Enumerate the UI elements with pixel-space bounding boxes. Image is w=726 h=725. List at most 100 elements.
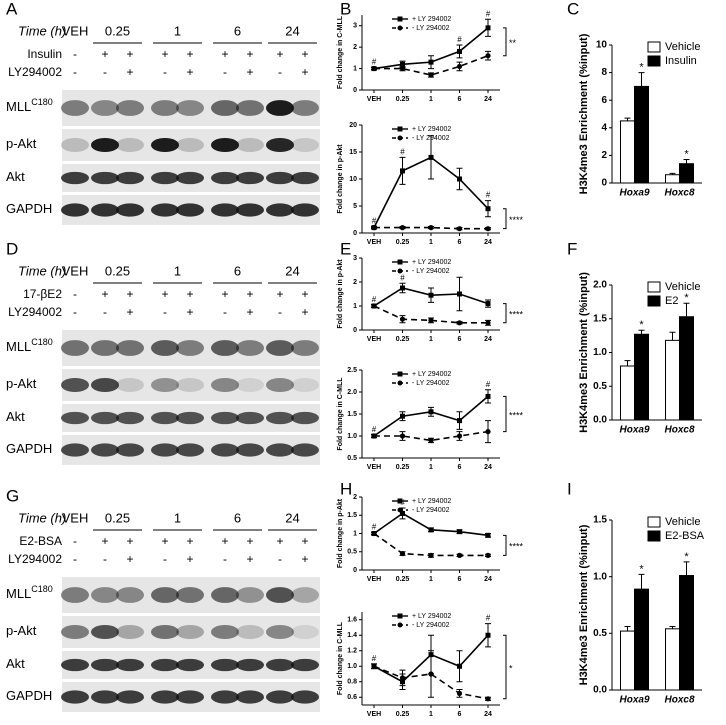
blot-band: [91, 171, 119, 185]
blot-band: [211, 411, 239, 425]
x-tick-label: VEH: [367, 464, 381, 471]
blot-band: [291, 690, 319, 704]
series-line: [373, 665, 489, 700]
x-tick-label: Hoxa9: [619, 188, 649, 199]
marker: [456, 433, 463, 439]
blot-band: [291, 340, 319, 356]
blot-label-main: p-Akt: [6, 376, 37, 391]
blot-band: [236, 443, 264, 457]
blot-band: [151, 171, 179, 185]
blot-band: [211, 624, 239, 640]
y-tick-label: 1: [353, 303, 357, 310]
treatment-label: LY294002: [8, 65, 62, 79]
treatment-sign: +: [186, 47, 193, 61]
blot-band: [61, 340, 89, 356]
treatment-sign: -: [223, 552, 227, 566]
treatment-sign: +: [186, 287, 193, 301]
blot-band: [91, 443, 119, 457]
legend-marker: [397, 259, 403, 265]
y-axis-title: Fold change in p-Akt: [337, 259, 344, 329]
blot-band: [61, 443, 89, 457]
blot-band: [151, 203, 179, 217]
treatment-sign: -: [278, 552, 282, 566]
error-bar: [624, 117, 631, 121]
treatment-sign: +: [126, 534, 133, 548]
treatment-sign: +: [186, 305, 193, 319]
y-tick-label: 0: [601, 178, 607, 189]
blot-band: [116, 340, 144, 356]
treatment-sign: +: [161, 534, 168, 548]
x-tick-label: VEH: [367, 336, 381, 343]
blot-band: [116, 587, 144, 603]
significance-bracket: [503, 395, 507, 433]
blot-label: GAPDH: [6, 201, 52, 216]
point-note: #: [400, 498, 405, 507]
bar: [665, 339, 680, 421]
significance-bracket: [503, 634, 507, 700]
significance-bracket: [503, 534, 507, 556]
blot-label: MLLC180: [6, 337, 53, 354]
x-tick-label: 24: [484, 576, 492, 583]
blot-band: [151, 340, 179, 356]
blot-band: [291, 411, 319, 425]
marker: [485, 226, 491, 232]
x-tick-label: 0.25: [396, 96, 410, 103]
marker: [456, 320, 463, 326]
blot-band: [91, 137, 119, 153]
blot-band: [176, 100, 204, 116]
significance-label: ****: [509, 542, 524, 552]
x-tick-label: 24: [484, 711, 492, 718]
point-note: #: [400, 273, 405, 282]
blot-band: [211, 137, 239, 153]
blot-label-sup: C180: [31, 97, 53, 107]
treatment-sign: -: [73, 47, 77, 61]
panel-label: C: [567, 0, 579, 18]
legend-label: Vehicle: [665, 281, 700, 293]
blot-band: [211, 340, 239, 356]
blot-band: [176, 411, 204, 425]
point-note: #: [400, 148, 405, 157]
marker: [485, 532, 491, 538]
treatment-sign: +: [126, 305, 133, 319]
blot-band: [61, 171, 89, 185]
y-tick-label: 0.5: [593, 381, 607, 392]
y-tick-label: 1.5: [593, 313, 607, 324]
legend-label: Vehicle: [665, 41, 700, 53]
legend-label: - LY 294002: [412, 507, 450, 514]
blot-band: [91, 624, 119, 640]
y-axis-title: H3K4me3 Enrichment (%input): [578, 33, 590, 194]
treatment-sign: +: [301, 47, 308, 61]
y-tick-label: 0.6: [347, 694, 357, 701]
treatment-sign: -: [103, 65, 107, 79]
blot-band: [211, 690, 239, 704]
treatment-label: E2-BSA: [19, 534, 62, 548]
marker: [485, 429, 491, 435]
x-tick-label: 1: [429, 239, 433, 246]
significance-bracket: [503, 303, 507, 324]
blot-band: [151, 100, 179, 116]
blot-band: [116, 658, 144, 672]
y-tick-label: 1.0: [593, 571, 607, 582]
blot-band: [291, 137, 319, 153]
blot-band: [266, 658, 294, 672]
y-tick-label: 6: [601, 95, 607, 106]
legend-label: + LY 294002: [412, 126, 451, 133]
y-tick-label: 1.4: [347, 632, 357, 639]
bar: [634, 85, 649, 184]
legend-label: Vehicle: [665, 516, 700, 528]
blot-label-main: GAPDH: [6, 688, 52, 703]
point-note: *: [684, 551, 689, 563]
blot-band: [236, 658, 264, 672]
blot-band: [116, 137, 144, 153]
marker: [371, 663, 377, 669]
bar: [620, 365, 635, 421]
legend-marker: [397, 613, 403, 619]
x-tick-label: 0.25: [396, 464, 410, 471]
blot-band: [291, 171, 319, 185]
time-point: VEH: [62, 510, 89, 525]
marker: [485, 206, 491, 212]
significance-bracket: [503, 208, 507, 230]
blot-label: GAPDH: [6, 688, 52, 703]
blot-band: [266, 587, 294, 603]
marker: [485, 552, 491, 559]
